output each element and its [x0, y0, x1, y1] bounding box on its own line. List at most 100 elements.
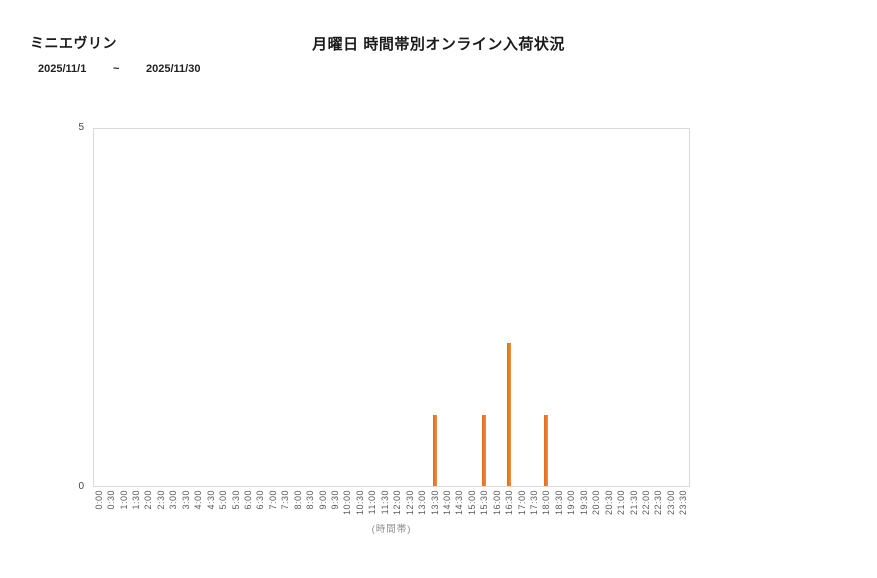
bar-slot	[652, 129, 664, 486]
chart-title: 月曜日 時間帯別オンライン入荷状況	[312, 36, 565, 53]
x-tick-label: 21:30	[628, 490, 639, 516]
bar-slot	[528, 129, 540, 486]
x-tick-label: 12:00	[392, 490, 403, 516]
x-tick-label: 0:00	[93, 490, 104, 510]
x-tick-label: 8:30	[305, 490, 316, 510]
bar-18:00	[544, 414, 549, 486]
bar-slot	[441, 129, 453, 486]
bar-slot	[503, 129, 515, 486]
bar-15:30	[482, 414, 487, 486]
bar-16:30	[507, 343, 512, 486]
x-tick-label: 23:00	[665, 490, 676, 516]
x-axis-caption: (時間帯)	[371, 524, 412, 535]
bar-slot	[342, 129, 354, 486]
x-tick-label: 20:00	[591, 490, 602, 516]
product-name: ミニエヴリン	[30, 35, 117, 51]
bar-slot	[404, 129, 416, 486]
x-tick-label: 5:30	[230, 490, 241, 510]
x-tick-label: 22:30	[653, 490, 664, 516]
bar-slot	[627, 129, 639, 486]
bar-slot	[230, 129, 242, 486]
y-axis-tick-max: 5	[78, 122, 84, 133]
bar-slot	[515, 129, 527, 486]
bar-slot	[131, 129, 143, 486]
x-tick-label: 7:00	[267, 490, 278, 510]
bar-slot	[491, 129, 503, 486]
date-from: 2025/11/1	[38, 63, 87, 75]
bar-slot	[590, 129, 602, 486]
x-tick-label: 10:30	[354, 490, 365, 516]
bar-slot	[181, 129, 193, 486]
bar-slot	[416, 129, 428, 486]
x-tick-label: 6:30	[255, 490, 266, 510]
x-tick-label: 12:30	[404, 490, 415, 516]
bar-slot	[267, 129, 279, 486]
x-tick-label: 2:00	[143, 490, 154, 510]
x-tick-label: 14:00	[441, 490, 452, 516]
bar-slot	[367, 129, 379, 486]
x-tick-label: 7:30	[280, 490, 291, 510]
x-tick-label: 16:00	[491, 490, 502, 516]
bar-slot	[280, 129, 292, 486]
x-tick-label: 9:00	[317, 490, 328, 510]
x-tick-label: 3:30	[180, 490, 191, 510]
x-tick-label: 16:30	[504, 490, 515, 516]
bar-slot	[565, 129, 577, 486]
x-tick-label: 15:30	[479, 490, 490, 516]
x-tick-label: 9:30	[330, 490, 341, 510]
x-tick-label: 15:00	[466, 490, 477, 516]
x-tick-label: 6:00	[242, 490, 253, 510]
bar-slot	[540, 129, 552, 486]
bar-slot	[193, 129, 205, 486]
bar-slot	[391, 129, 403, 486]
x-tick-label: 22:00	[640, 490, 651, 516]
bar-slot	[168, 129, 180, 486]
bar-slot	[317, 129, 329, 486]
bar-slot	[478, 129, 490, 486]
bar-slot	[106, 129, 118, 486]
x-tick-label: 11:30	[379, 490, 390, 515]
bar-slot	[354, 129, 366, 486]
bar-slot	[614, 129, 626, 486]
bar-slot	[639, 129, 651, 486]
x-tick-label: 19:30	[578, 490, 589, 516]
bar-slot	[676, 129, 688, 486]
x-tick-label: 13:30	[429, 490, 440, 516]
date-separator: ~	[113, 63, 120, 75]
bar-slot	[255, 129, 267, 486]
bar-slot	[119, 129, 131, 486]
x-tick-label: 5:00	[218, 490, 229, 510]
plot-area	[93, 128, 690, 487]
x-tick-label: 14:30	[454, 490, 465, 516]
x-tick-label: 18:00	[541, 490, 552, 516]
bar-slot	[429, 129, 441, 486]
x-tick-label: 8:00	[292, 490, 303, 510]
bar-slot	[577, 129, 589, 486]
x-tick-label: 21:00	[616, 490, 627, 516]
bar-slot	[243, 129, 255, 486]
bar-slot	[156, 129, 168, 486]
x-tick-label: 1:00	[118, 490, 129, 510]
y-axis-tick-min: 0	[78, 481, 84, 492]
x-tick-label: 20:30	[603, 490, 614, 516]
x-tick-label: 17:30	[529, 490, 540, 516]
bar-slot	[144, 129, 156, 486]
x-tick-label: 11:00	[367, 490, 378, 515]
bar-13:30	[432, 414, 437, 486]
bar-slot	[329, 129, 341, 486]
bar-slot	[206, 129, 218, 486]
bar-slot	[602, 129, 614, 486]
bar-slot	[305, 129, 317, 486]
x-tick-label: 17:00	[516, 490, 527, 516]
x-axis-labels: 0:00 0:30 1:00 1:30 2:00 2:30 3:00 3:30 4:00 4:30…	[93, 490, 690, 522]
x-tick-label: 1:30	[131, 490, 142, 510]
x-tick-label: 3:00	[168, 490, 179, 510]
x-tick-label: 10:00	[342, 490, 353, 516]
x-tick-label: 18:30	[553, 490, 564, 516]
bar-slot	[218, 129, 230, 486]
bar-slot	[466, 129, 478, 486]
bar-slot	[292, 129, 304, 486]
bar-slot	[453, 129, 465, 486]
bar-slot	[664, 129, 676, 486]
